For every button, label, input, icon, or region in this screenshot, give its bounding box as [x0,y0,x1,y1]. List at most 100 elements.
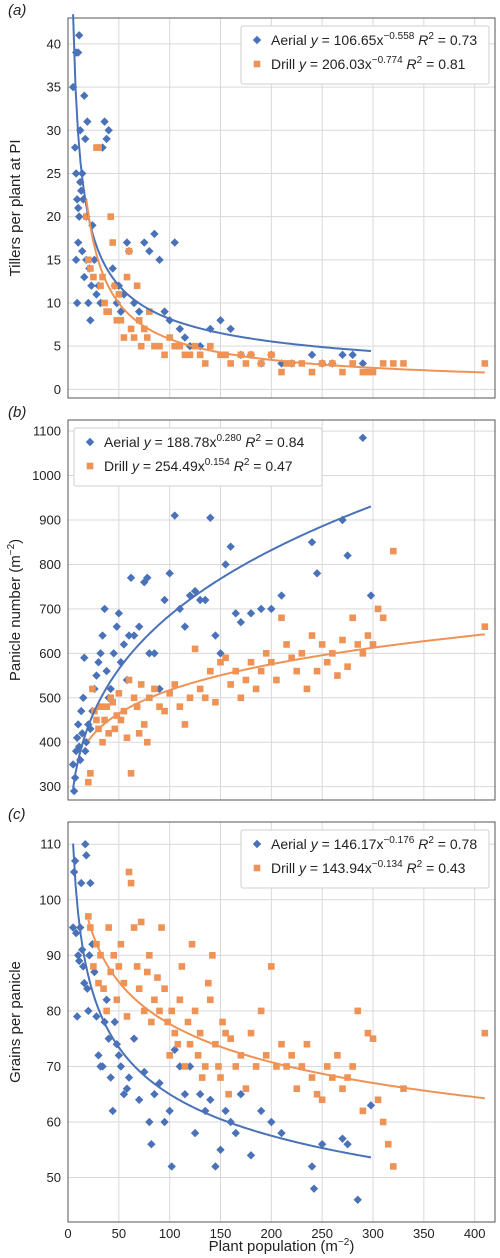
aerial-point [211,1162,220,1171]
aerial-point [104,126,113,135]
drill-point [283,641,290,648]
legend-entry-part: y [310,836,319,852]
aerial-point [86,724,95,734]
drill-point [313,667,321,675]
plot-frame [67,419,496,801]
aerial-point [309,1184,319,1193]
drill-point [144,738,151,746]
drill-point [115,963,123,970]
x-tick-label: 350 [413,1226,435,1241]
legend-box [73,427,323,487]
drill-point [237,694,245,702]
y-axis-label: Grains per panicle [7,961,24,1083]
aerial-point [216,1145,225,1154]
aerial-point [206,513,215,522]
aerial-point [80,91,89,100]
y-tick-label: 400 [39,735,61,750]
drill-point [293,1085,301,1092]
drill-point [339,368,346,376]
aerial-point [69,786,79,796]
drill-point [237,1052,245,1059]
drill-point [125,247,133,255]
drill-point [303,1040,311,1048]
aerial-point [74,31,84,40]
aerial-point [338,350,347,360]
drill-point [103,703,110,710]
aerial-point [76,177,85,187]
drill-point [334,1052,341,1059]
x-axis-label-exponent: −2 [338,1237,350,1248]
y-tick-label: 70 [47,1059,61,1074]
aerial-point [348,350,357,360]
drill-point [181,351,189,359]
aerial-point [81,840,90,849]
drill-point [344,663,351,670]
drill-point [313,1090,321,1098]
aerial-point [145,246,154,256]
drill-point [101,716,108,724]
drill-point [329,360,336,367]
aerial-point [201,1106,210,1116]
drill-point [222,654,229,662]
drill-point [127,879,135,887]
aerial-point [277,591,286,600]
aerial-point [104,1034,113,1043]
y-tick-label: 5 [54,339,61,354]
aerial-point [140,578,149,587]
drill-point [369,368,377,376]
drill-point [107,213,114,220]
drill-point [186,1040,194,1048]
aerial-point [366,1101,376,1110]
legend-entry-part: Aerial [271,32,311,48]
plot-frame [67,821,496,1223]
aerial-point [358,359,368,368]
drill-point [349,614,356,622]
legend-entry-part: = 146.17x [318,836,384,852]
legend-entry-part: y [131,458,140,474]
drill-point [133,963,141,970]
drill-point [232,1063,240,1070]
y-tick-label: 10 [47,296,61,311]
series-aerial [68,433,376,796]
drill-point [217,351,224,359]
aerial-point [81,746,90,756]
legend-entry-part: −0.774 [372,55,403,66]
drill-point [176,342,184,350]
aerial-point [77,706,86,716]
aerial-point [267,604,276,614]
drill-point [257,360,265,367]
drill-point [379,360,387,367]
aerial-point [167,1162,176,1171]
drill-point [135,985,143,992]
drill-point [99,738,106,746]
drill-point [117,716,125,724]
drill-point [359,650,367,657]
aerial-point [72,733,82,742]
drill-point [144,334,151,341]
legend-entry-part: R [407,860,417,876]
aerial-point [160,595,169,605]
drill-point [247,1029,255,1037]
aerial-point [150,229,159,239]
legend-marker-drill [86,462,94,470]
drill-point [247,351,255,359]
aerial-point [231,1128,240,1138]
legend-entry-aerial: Aerial y = 188.78x0.280 R2 = 0.84 [104,433,304,450]
drill-point [283,360,290,367]
drill-point [364,1029,372,1037]
aerial-point [80,272,89,282]
drill-point [354,641,362,648]
y-axis-label-text: Panicle number (m [7,555,24,681]
drill-point [390,547,397,555]
drill-point [171,1029,179,1037]
aerial-point [160,307,169,316]
x-axis-label: Plant population (m−2) [209,1237,355,1255]
drill-point [278,614,285,622]
y-tick-label: 80 [47,1003,61,1018]
y-tick-label: 30 [47,123,61,138]
legend-entry-drill: Drill y = 143.94x−0.134 R2 = 0.43 [271,859,466,876]
aerial-point [353,1195,362,1204]
drill-point [379,614,387,622]
aerial-point [100,117,109,126]
aerial-point [124,1073,134,1082]
